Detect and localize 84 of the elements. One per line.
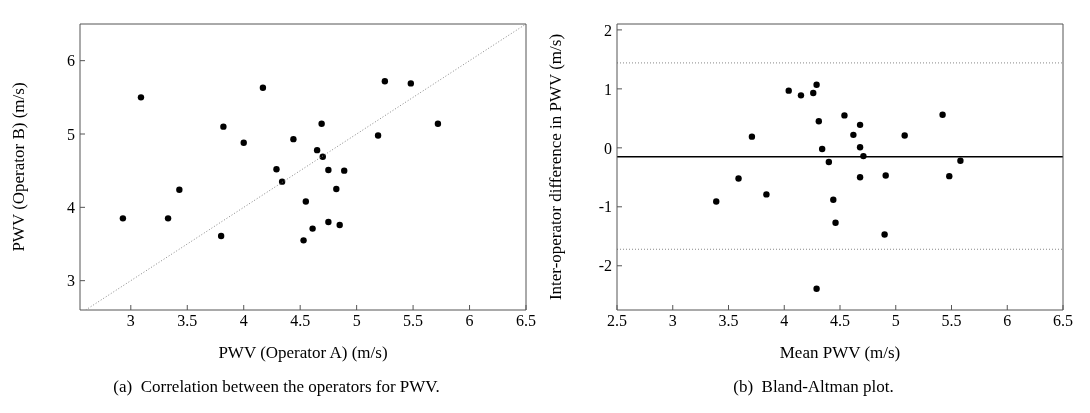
x-tick-label: 4.5	[830, 312, 850, 330]
point	[341, 167, 348, 174]
x-tick-label: 5	[352, 312, 361, 330]
point	[217, 232, 225, 240]
x-tick-label: 6	[465, 312, 474, 330]
y-axis-title: PWV (Operator B) (m/s)	[9, 82, 29, 252]
point	[946, 172, 953, 180]
point	[882, 172, 889, 179]
point	[176, 186, 183, 193]
point	[434, 120, 442, 127]
x-tick-label: 3	[668, 312, 677, 330]
point	[336, 221, 343, 229]
y-tick-label: 3	[67, 272, 75, 290]
point	[319, 153, 326, 160]
x-tick-label: 5.5	[403, 312, 424, 330]
point	[273, 166, 280, 173]
text: (b) Bland-Altman plot.	[732, 377, 895, 397]
x-tick-label: 5	[891, 312, 900, 330]
x-tick-label: 3	[126, 312, 135, 330]
x-tick-label: 2.5	[607, 312, 627, 330]
point	[832, 219, 839, 226]
y-tick-label: -2	[598, 257, 612, 275]
point	[374, 132, 382, 139]
y-axis-title: Inter-operator difference in PWV (m/s)	[546, 33, 566, 301]
point	[856, 121, 864, 129]
point	[300, 237, 307, 244]
point	[164, 215, 172, 222]
point	[240, 139, 247, 146]
point	[325, 218, 332, 226]
y-tick-label: 1	[604, 80, 612, 98]
x-tick-label: 6	[1003, 312, 1012, 330]
point	[810, 89, 817, 97]
x-tick-label: 4	[239, 312, 248, 330]
x-tick-label: 5.5	[941, 312, 962, 330]
point	[325, 166, 332, 174]
point	[957, 157, 964, 165]
point	[813, 285, 820, 292]
y-tick-label: 6	[67, 52, 75, 70]
point	[860, 152, 867, 160]
point	[278, 178, 286, 185]
point	[748, 133, 756, 140]
point	[137, 94, 145, 101]
y-tick-label: 2	[604, 21, 612, 39]
point	[850, 131, 857, 139]
point	[713, 198, 720, 205]
point	[407, 80, 415, 87]
x-tick-label: 6.5	[1053, 312, 1073, 330]
point	[318, 120, 325, 127]
point	[815, 118, 823, 125]
point	[309, 225, 316, 232]
x-tick-label: 4.5	[290, 312, 311, 330]
point	[785, 87, 792, 94]
point	[856, 144, 864, 151]
point	[825, 158, 833, 166]
point	[813, 81, 820, 88]
y-tick-label: -1	[598, 198, 612, 216]
x-tick-label: 4	[780, 312, 789, 330]
point	[313, 146, 321, 154]
point	[333, 185, 340, 193]
point	[901, 132, 908, 139]
point	[841, 112, 848, 119]
y-tick-label: 5	[67, 125, 75, 143]
point	[797, 92, 805, 99]
point	[735, 175, 742, 182]
point	[939, 111, 946, 119]
point	[302, 198, 310, 205]
point	[119, 215, 127, 222]
x-axis-title: Mean PWV (m/s)	[779, 343, 901, 362]
point	[818, 145, 826, 153]
point	[290, 135, 297, 143]
point	[856, 174, 864, 181]
point	[220, 123, 227, 130]
text: (a) Correlation between the operators for PWV.	[112, 377, 441, 397]
x-tick-label: 6.5	[516, 312, 536, 330]
point	[259, 84, 267, 91]
point	[881, 231, 888, 238]
point	[763, 191, 770, 198]
point	[830, 196, 837, 203]
point	[381, 78, 389, 85]
x-tick-label: 3.5	[177, 312, 198, 330]
x-tick-label: 3.5	[718, 312, 739, 330]
x-axis-title: PWV (Operator A) (m/s)	[218, 343, 388, 362]
y-tick-label: 4	[67, 199, 75, 217]
y-tick-label: 0	[604, 139, 612, 157]
